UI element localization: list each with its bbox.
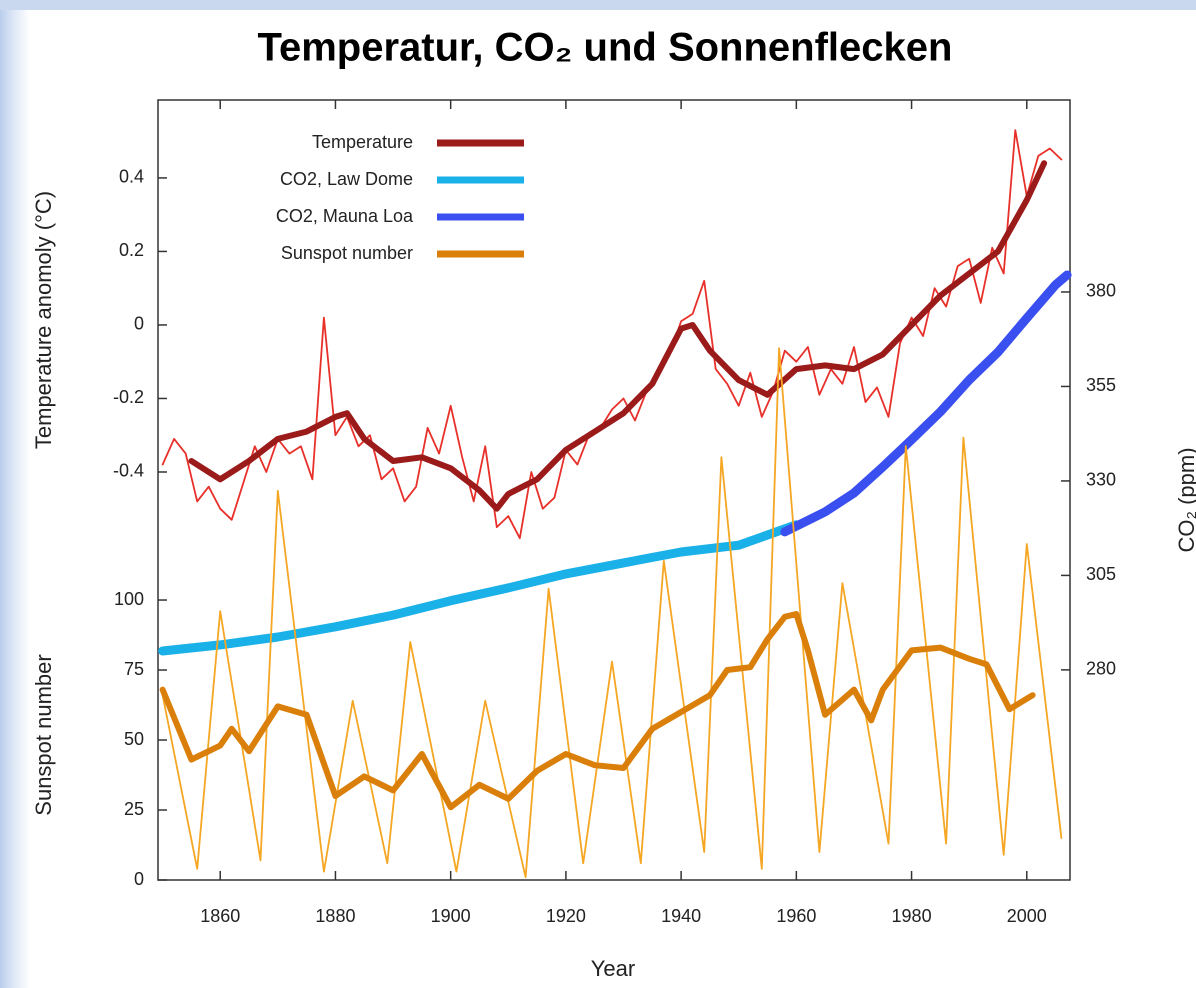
- y3-tick-label: 50: [124, 729, 144, 749]
- legend-label: Sunspot number: [281, 243, 413, 263]
- y3-tick-label: 0: [134, 869, 144, 889]
- y3-tick-label: 100: [114, 589, 144, 609]
- y3-tick-label: 25: [124, 799, 144, 819]
- smoothed-line: [188, 160, 1048, 512]
- x-tick-label: 1920: [546, 906, 586, 926]
- y-tick-label: -0.4: [113, 461, 144, 481]
- legend-label: CO2, Law Dome: [280, 169, 413, 189]
- y-tick-label: 0: [134, 314, 144, 334]
- y3-axis-label: Sunspot number: [31, 654, 56, 815]
- x-tick-label: 1980: [892, 906, 932, 926]
- y2-axis-label: CO₂ (ppm): [1174, 447, 1196, 552]
- plot-frame: [157, 99, 1071, 881]
- x-tick-label: 1960: [776, 906, 816, 926]
- top-band: [0, 0, 1196, 10]
- y-tick-label: -0.2: [113, 387, 144, 407]
- y-tick-label: 0.2: [119, 240, 144, 260]
- legend-label: CO2, Mauna Loa: [276, 206, 414, 226]
- x-tick-label: 1900: [431, 906, 471, 926]
- series-line: [780, 270, 1072, 537]
- smoothed-line: [159, 611, 1036, 811]
- y-tick-label: 0.4: [119, 167, 144, 187]
- series-line: [158, 520, 801, 656]
- y3-tick-label: 75: [124, 659, 144, 679]
- y2-tick-label: 280: [1086, 659, 1116, 679]
- y2-tick-label: 355: [1086, 375, 1116, 395]
- y2-tick-label: 305: [1086, 564, 1116, 584]
- x-tick-label: 1880: [315, 906, 355, 926]
- chart-title: Temperatur, CO₂ und Sonnenflecken: [258, 26, 953, 70]
- y2-tick-label: 380: [1086, 281, 1116, 301]
- x-tick-label: 1860: [200, 906, 240, 926]
- legend-label: Temperature: [312, 132, 413, 152]
- series-line: [161, 129, 1063, 540]
- y-axis-label: Temperature anomoly (°C): [31, 191, 56, 449]
- x-tick-label: 2000: [1007, 906, 1047, 926]
- x-tick-label: 1940: [661, 906, 701, 926]
- y2-tick-label: 330: [1086, 470, 1116, 490]
- x-axis-label: Year: [591, 956, 635, 981]
